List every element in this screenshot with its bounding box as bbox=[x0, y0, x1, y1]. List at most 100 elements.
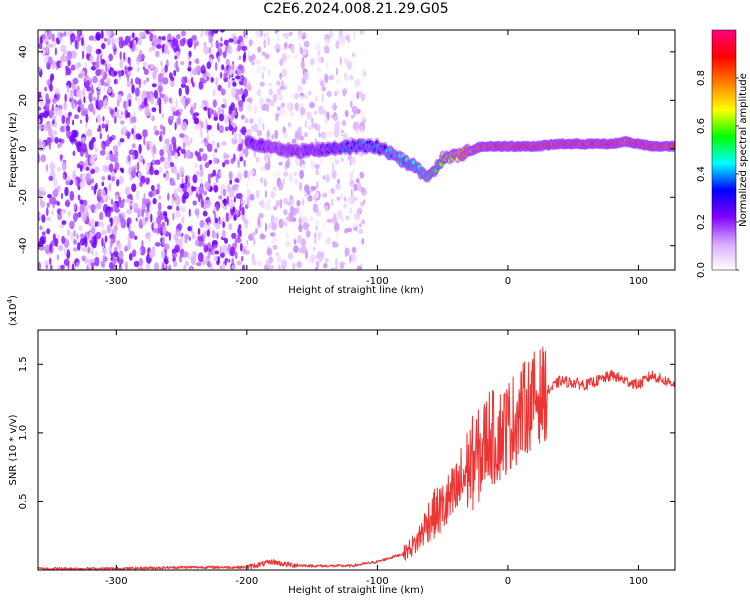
noise-blob bbox=[156, 183, 161, 191]
noise-blob bbox=[259, 30, 263, 37]
noise-blob bbox=[212, 30, 219, 34]
noise-blob bbox=[332, 241, 335, 248]
noise-blob bbox=[81, 211, 87, 222]
noise-blob bbox=[298, 30, 301, 35]
noise-blob bbox=[264, 162, 271, 171]
snr-x-label: Height of straight line (km) bbox=[288, 585, 424, 596]
noise-blob bbox=[353, 30, 356, 41]
noise-blob bbox=[207, 107, 210, 118]
noise-blob bbox=[218, 171, 222, 177]
noise-blob bbox=[339, 131, 345, 136]
noise-blob bbox=[114, 106, 117, 112]
noise-blob bbox=[131, 249, 137, 257]
noise-blob bbox=[137, 66, 140, 73]
noise-blob bbox=[175, 99, 178, 109]
noise-blob bbox=[264, 204, 271, 210]
noise-blob bbox=[212, 89, 216, 97]
noise-blob bbox=[229, 69, 233, 76]
noise-blob bbox=[242, 53, 246, 63]
noise-blob bbox=[251, 60, 255, 66]
noise-blob bbox=[145, 165, 150, 172]
noise-blob bbox=[195, 170, 200, 176]
noise-blob bbox=[151, 115, 155, 122]
noise-blob bbox=[263, 33, 266, 38]
noise-blob bbox=[60, 210, 66, 215]
noise-blob bbox=[124, 261, 128, 270]
noise-blob bbox=[167, 205, 173, 210]
noise-blob bbox=[81, 37, 84, 47]
noise-blob bbox=[105, 123, 109, 133]
noise-blob bbox=[278, 181, 284, 191]
noise-blob bbox=[213, 157, 218, 164]
noise-blob bbox=[100, 30, 104, 40]
noise-blob bbox=[99, 149, 106, 156]
noise-blob bbox=[45, 93, 49, 102]
noise-blob bbox=[353, 108, 357, 116]
noise-blob bbox=[50, 264, 53, 270]
noise-blob bbox=[318, 254, 323, 263]
noise-blob bbox=[141, 208, 144, 218]
noise-blob bbox=[315, 43, 321, 52]
noise-blob bbox=[317, 231, 322, 241]
noise-blob bbox=[260, 165, 266, 172]
spectrogram-x-tick-label: -100 bbox=[366, 276, 389, 287]
noise-blob bbox=[181, 216, 185, 224]
spectrogram-x-tick-label: 0 bbox=[505, 276, 511, 287]
noise-blob bbox=[40, 47, 46, 56]
noise-blob bbox=[130, 78, 133, 85]
noise-blob bbox=[265, 103, 270, 112]
noise-blob bbox=[279, 58, 283, 66]
noise-blob bbox=[99, 132, 102, 140]
noise-blob bbox=[51, 59, 56, 70]
noise-blob bbox=[95, 31, 101, 41]
noise-blob bbox=[251, 253, 255, 263]
noise-blob bbox=[357, 182, 362, 192]
noise-blob bbox=[272, 186, 277, 192]
noise-blob bbox=[351, 169, 355, 174]
noise-blob bbox=[77, 242, 81, 251]
noise-blob bbox=[316, 219, 319, 228]
noise-blob bbox=[136, 46, 139, 52]
noise-blob bbox=[60, 61, 63, 69]
noise-blob bbox=[246, 240, 249, 245]
noise-blob bbox=[335, 258, 338, 267]
noise-blob bbox=[101, 58, 105, 65]
noise-blob bbox=[91, 96, 98, 102]
noise-blob bbox=[298, 223, 303, 233]
noise-blob bbox=[358, 91, 363, 98]
noise-blob bbox=[265, 258, 271, 269]
noise-blob bbox=[339, 56, 342, 66]
noise-blob bbox=[101, 42, 106, 50]
noise-blob bbox=[131, 84, 135, 94]
noise-blob bbox=[333, 129, 340, 138]
noise-blob bbox=[265, 30, 269, 39]
noise-blob bbox=[359, 223, 362, 228]
noise-blob bbox=[269, 232, 276, 237]
noise-blob bbox=[311, 117, 314, 124]
noise-blob bbox=[290, 93, 295, 98]
noise-blob bbox=[361, 68, 366, 77]
noise-blob bbox=[120, 168, 125, 174]
noise-blob bbox=[355, 178, 360, 184]
noise-blob bbox=[279, 73, 282, 81]
noise-blob bbox=[327, 130, 333, 138]
noise-blob bbox=[154, 242, 161, 247]
noise-blob bbox=[324, 73, 329, 84]
noise-blob bbox=[98, 221, 101, 227]
noise-blob bbox=[111, 175, 116, 182]
noise-blob bbox=[342, 119, 347, 127]
noise-blob bbox=[361, 238, 365, 245]
noise-blob bbox=[46, 228, 51, 235]
noise-blob bbox=[78, 73, 84, 79]
noise-blob bbox=[81, 172, 88, 183]
noise-blob bbox=[119, 138, 125, 143]
noise-blob bbox=[143, 97, 148, 107]
noise-blob bbox=[97, 91, 100, 101]
noise-blob bbox=[226, 195, 230, 205]
snr-y-tick-label: 0.5 bbox=[18, 493, 29, 509]
noise-blob bbox=[77, 30, 81, 35]
noise-blob bbox=[334, 159, 340, 165]
noise-blob bbox=[280, 102, 285, 108]
noise-blob bbox=[244, 221, 248, 229]
noise-blob bbox=[262, 51, 266, 56]
